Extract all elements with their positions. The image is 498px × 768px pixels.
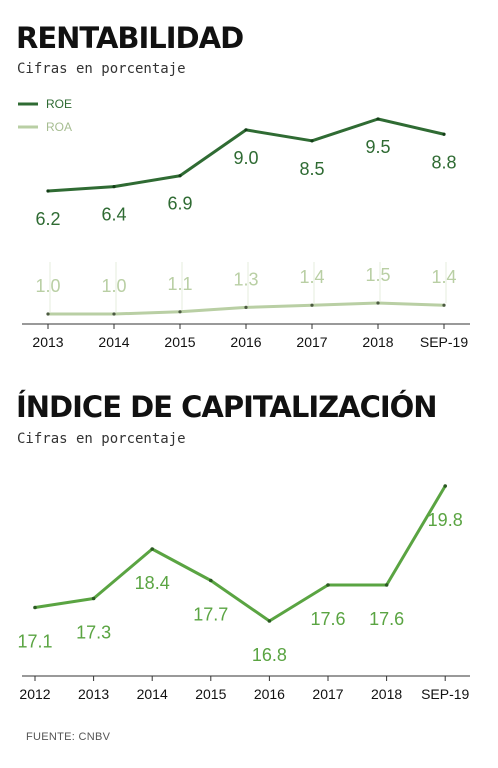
roa-value-label-2018: 1.5	[365, 265, 390, 285]
series-roe: 6.2 6.4 6.9 9.0 8.5 9.5 8.8	[35, 117, 457, 229]
roa-value-label-2014: 1.0	[101, 276, 126, 296]
x-tick-label-2014: 2014	[137, 686, 168, 702]
roa-value-label-2017: 1.4	[299, 267, 324, 287]
roe-value-label-2013: 6.2	[35, 209, 60, 229]
x-tick-label-2016: 2016	[230, 334, 261, 350]
x-tick-label-2013: 2013	[78, 686, 109, 702]
x-tick-label-2017: 2017	[296, 334, 327, 350]
roa-point-2013	[46, 312, 50, 316]
capitalizacion-value-label-sep-19: 19.8	[428, 510, 463, 530]
x-tick-label-sep-19: SEP-19	[420, 334, 468, 350]
capitalizacion-value-label-2013: 17.3	[76, 623, 111, 643]
capitalizacion-point-2012	[33, 605, 37, 610]
roa-point-2018	[376, 301, 380, 305]
x-tick-label-2018: 2018	[371, 686, 402, 702]
capitalizacion-line	[33, 484, 447, 623]
capitalizacion-value-label-2015: 17.7	[193, 605, 228, 625]
capitalizacion-value-label-2014: 18.4	[135, 573, 170, 593]
roe-value-label-2015: 6.9	[167, 194, 192, 214]
roa-value-label-sep-19: 1.4	[431, 267, 456, 287]
legend: ROE ROA	[18, 97, 72, 134]
roe-value-label-2016: 9.0	[233, 148, 258, 168]
x-tick-label-2013: 2013	[32, 334, 63, 350]
x-tick-label-2016: 2016	[254, 686, 285, 702]
roe-value-label-2017: 8.5	[299, 159, 324, 179]
series-roa: 1.0 1.0 1.1 1.3 1.4 1.5 1.4	[35, 262, 457, 316]
roe-value-label-2014: 6.4	[101, 205, 126, 225]
series-capitalizacion: 17.1 17.3 18.4 17.7 16.8 17.6 17.6 19.8	[17, 484, 463, 665]
capitalizacion-point-2016	[267, 619, 272, 623]
capitalizacion-point-2015	[209, 578, 213, 583]
roe-point-2013	[46, 189, 50, 193]
source-note: FUENTE: CNBV	[26, 731, 111, 743]
x-tick-label-2012: 2012	[19, 686, 50, 702]
roa-value-label-2016: 1.3	[233, 269, 258, 289]
capitalizacion-point-2014	[150, 547, 154, 551]
roe-value-label-2018: 9.5	[365, 137, 390, 157]
roe-point-2017	[310, 139, 314, 143]
roa-value-label-2013: 1.0	[35, 276, 60, 296]
roe-point-2016	[244, 128, 248, 132]
chart-title-capitalizacion: ÍNDICE DE CAPITALIZACIÓN	[16, 390, 438, 424]
x-axis-ticks: 2012 2013 2014 2015 2016 2017 2018 SEP-19	[19, 676, 470, 702]
roa-point-sep-19	[442, 303, 446, 307]
capitalizacion-point-2013	[91, 596, 96, 601]
capitalizacion-value-label-2017: 17.6	[310, 609, 345, 629]
roa-value-label-2015: 1.1	[167, 274, 192, 294]
roe-point-2014	[112, 185, 116, 189]
legend-label-roe: ROE	[46, 97, 72, 111]
x-tick-label-2018: 2018	[362, 334, 393, 350]
roe-point-sep-19	[442, 132, 446, 136]
x-tick-label-sep-19: SEP-19	[421, 686, 469, 702]
x-tick-label-2015: 2015	[164, 334, 195, 350]
roa-point-2016	[244, 305, 248, 309]
roe-point-2015	[178, 174, 182, 178]
chart-title-rentabilidad: RENTABILIDAD	[16, 21, 244, 55]
capitalizacion-point-2018	[384, 583, 389, 587]
x-axis-ticks: 2013 2014 2015 2016 2017 2018 SEP-19	[32, 324, 468, 350]
x-tick-label-2014: 2014	[98, 334, 129, 350]
capitalizacion-point-2017	[326, 583, 330, 587]
rentabilidad-line-chart: ROE ROA 2013 2014 2015 2016 2017 2018 SEP-19 1…	[18, 97, 470, 350]
roe-value-label-sep-19: 8.8	[431, 152, 456, 172]
capitalizacion-value-label-2012: 17.1	[17, 632, 52, 652]
legend-label-roa: ROA	[46, 120, 72, 134]
x-tick-label-2017: 2017	[312, 686, 343, 702]
capitalizacion-value-label-2016: 16.8	[252, 645, 287, 665]
roa-point-2014	[112, 312, 116, 316]
chart-subtitle-capitalizacion: Cifras en porcentaje	[17, 431, 186, 447]
capitalizacion-point-sep-19	[443, 484, 448, 488]
roa-point-2017	[310, 303, 314, 307]
x-tick-label-2015: 2015	[195, 686, 226, 702]
roe-point-2018	[376, 117, 380, 121]
roa-point-2015	[178, 310, 182, 314]
chart-subtitle-rentabilidad: Cifras en porcentaje	[17, 61, 186, 77]
capitalizacion-value-label-2018: 17.6	[369, 609, 404, 629]
